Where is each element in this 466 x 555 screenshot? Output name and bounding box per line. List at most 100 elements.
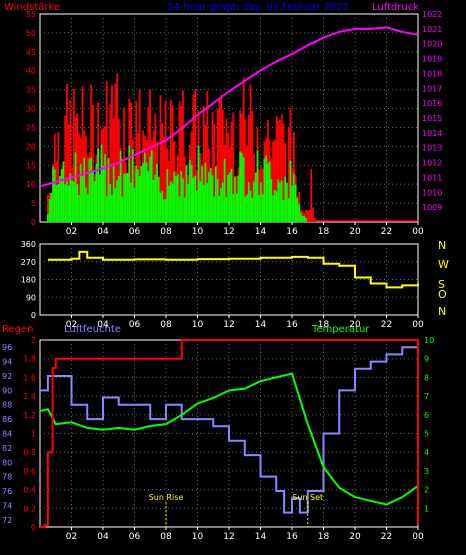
humidity-tick-label: 84 <box>2 430 12 439</box>
humidity-tick-label: 96 <box>2 343 12 352</box>
temp-tick-label: 4 <box>424 448 429 457</box>
x-tick-label: 00 <box>412 227 424 237</box>
direction-label: N <box>438 239 446 252</box>
x-tick-label: 18 <box>318 227 330 237</box>
y-right-tick-label: 1018 <box>422 69 442 78</box>
x-tick-label: 22 <box>381 320 392 330</box>
temp-tick-label: 3 <box>424 467 429 476</box>
wind-bars <box>46 73 316 222</box>
x-tick-label: 08 <box>160 320 172 330</box>
x-tick-label: 22 <box>381 227 392 237</box>
temperature-line <box>39 372 419 506</box>
rain-tick-label: 1.8 <box>23 355 36 364</box>
x-tick-label: 06 <box>129 320 141 330</box>
x-tick-label: 18 <box>318 320 330 330</box>
y-left-tick-label: 15 <box>26 161 36 170</box>
wind-direction-line <box>47 250 419 289</box>
y-left-tick-label: 30 <box>26 105 36 114</box>
y-right-tick-label: 1022 <box>422 10 442 19</box>
y-tick-label: 270 <box>21 258 36 267</box>
x-tick-label: 12 <box>223 532 234 542</box>
y-left-tick-label: 55 <box>26 10 36 19</box>
y-left-tick-label: 0 <box>31 218 36 227</box>
y-right-tick-label: 1021 <box>422 25 442 34</box>
temp-tick-label: 10 <box>424 336 434 345</box>
rain-label: Regen <box>2 324 34 335</box>
x-tick-label: 16 <box>286 532 298 542</box>
x-tick-label: 02 <box>66 532 77 542</box>
x-tick-label: 16 <box>286 227 298 237</box>
y-tick-label: 360 <box>21 240 36 249</box>
rain-tick-label: 0.4 <box>23 486 36 495</box>
humidity-tick-label: 78 <box>2 473 12 482</box>
direction-label: S <box>438 278 445 291</box>
humidity-tick-label: 94 <box>2 358 12 367</box>
rain-tick-label: 0.8 <box>23 448 36 457</box>
y-right-tick-label: 1017 <box>422 84 442 93</box>
y-right-tick-label: 1012 <box>422 159 442 168</box>
x-tick-label: 20 <box>349 227 361 237</box>
humidity-tick-label: 80 <box>2 458 12 467</box>
temp-tick-label: 5 <box>424 430 429 439</box>
y-left-tick-label: 35 <box>26 86 36 95</box>
humidity-tick-label: 88 <box>2 401 12 410</box>
x-tick-label: 10 <box>192 227 204 237</box>
sunset-label: Sun Set <box>292 493 323 502</box>
y-left-tick-label: 40 <box>26 67 36 76</box>
x-tick-label: 20 <box>349 532 361 542</box>
direction-labels: N W S O N <box>438 239 449 318</box>
y-right-tick-label: 1016 <box>422 99 442 108</box>
rain-tick-label: 1.4 <box>23 392 36 401</box>
x-tick-label: 10 <box>192 320 204 330</box>
wind-pressure-panel: 0510152025303540455055100910101011101210… <box>26 10 443 237</box>
rain-tick-label: 2 <box>31 336 36 345</box>
x-tick-label: 04 <box>97 532 109 542</box>
rain-tick-label: 0.6 <box>23 467 36 476</box>
direction-label: W <box>438 258 449 271</box>
humidity-tick-label: 82 <box>2 444 12 453</box>
x-tick-label: 00 <box>412 320 424 330</box>
pressure-line <box>39 26 419 188</box>
y-right-tick-label: 1020 <box>422 40 442 49</box>
x-tick-label: 02 <box>66 320 77 330</box>
humidity-tick-label: 72 <box>2 516 12 525</box>
x-tick-label: 04 <box>97 320 109 330</box>
y-right-tick-label: 1019 <box>422 55 442 64</box>
y-tick-label: 180 <box>21 276 36 285</box>
temperature-label: Temperatur <box>311 324 370 335</box>
x-tick-label: 16 <box>286 320 298 330</box>
y-right-tick-label: 1009 <box>422 203 442 212</box>
x-tick-label: 02 <box>66 227 77 237</box>
temp-tick-label: 2 <box>424 486 429 495</box>
temp-tick-label: 1 <box>424 504 429 513</box>
y-right-tick-label: 1010 <box>422 188 442 197</box>
y-left-tick-label: 25 <box>26 123 36 132</box>
humidity-tick-label: 86 <box>2 415 12 424</box>
x-tick-label: 08 <box>160 227 172 237</box>
rain-line <box>40 339 419 528</box>
air-pressure-label: Luftdruck <box>372 2 419 13</box>
y-right-tick-label: 1015 <box>422 114 442 123</box>
y-tick-label: 0 <box>31 311 36 320</box>
x-tick-label: 04 <box>97 227 109 237</box>
x-tick-label: 14 <box>255 532 267 542</box>
y-tick-label: 90 <box>26 293 36 302</box>
rain-tick-label: 1.2 <box>23 411 36 420</box>
temp-tick-label: 8 <box>424 373 429 382</box>
rain-tick-label: 1 <box>31 430 36 439</box>
direction-label: N <box>438 305 446 318</box>
humidity-tick-label: 92 <box>2 372 12 381</box>
x-tick-label: 08 <box>160 532 172 542</box>
x-tick-label: 22 <box>381 532 392 542</box>
y-left-tick-label: 45 <box>26 48 36 57</box>
x-tick-label: 12 <box>223 320 234 330</box>
humidity-tick-label: 74 <box>2 501 12 510</box>
x-tick-label: 06 <box>129 227 141 237</box>
sunrise-label: Sun Rise <box>149 493 184 502</box>
y-left-tick-label: 50 <box>26 29 36 38</box>
x-tick-label: 20 <box>349 320 361 330</box>
x-tick-label: 12 <box>223 227 234 237</box>
chart-title: 24-hour graph day: 02.Februar 2022 <box>167 2 349 13</box>
x-tick-label: 14 <box>255 320 267 330</box>
